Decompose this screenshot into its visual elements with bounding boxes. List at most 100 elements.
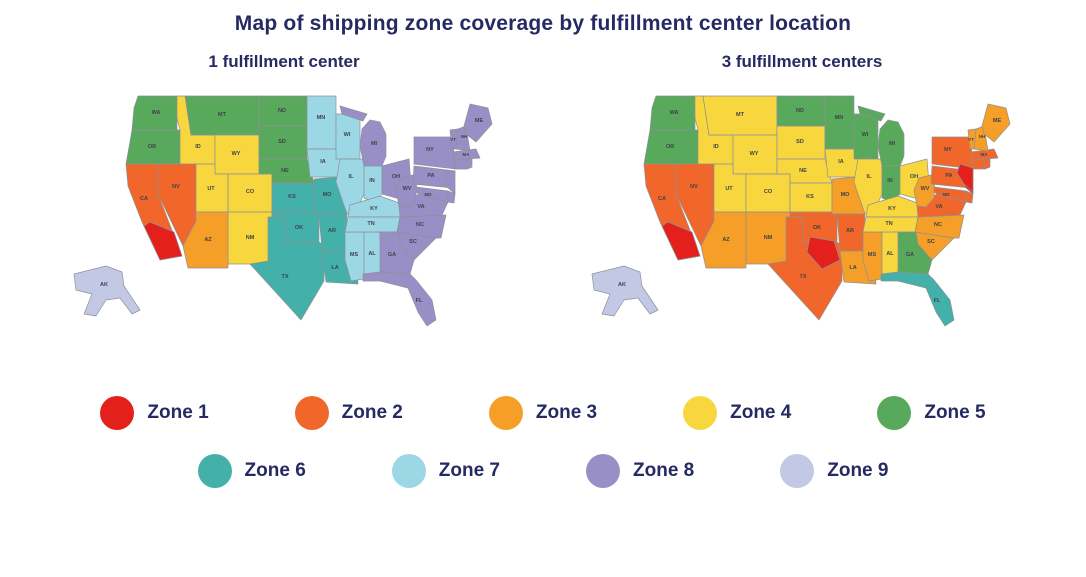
state-label-ga: GA <box>906 252 914 258</box>
state-mn <box>306 95 337 150</box>
zone-5-label: Zone 5 <box>924 402 986 423</box>
state-label-ca: CA <box>140 196 148 202</box>
state-az <box>182 211 229 269</box>
state-label-wy: WY <box>750 151 759 157</box>
zone1-area-ca_s <box>661 221 701 261</box>
state-label-ny: NY <box>944 147 952 153</box>
state-label-az: AZ <box>204 237 212 243</box>
zone-8-label: Zone 8 <box>633 460 695 481</box>
state-label-tx: TX <box>281 274 288 280</box>
zone-7-swatch <box>391 454 426 488</box>
page-title: Map of shipping zone coverage by fulfill… <box>234 12 852 35</box>
state-label-mn: MN <box>835 115 844 121</box>
map-block-1fc: 1 fulfillment center WA OR CA NV ID MT WY UT CO N… <box>49 52 519 374</box>
state-label-ok: OK <box>295 225 303 231</box>
state-label-al: AL <box>368 251 376 257</box>
state-label-nv: NV <box>172 184 180 190</box>
state-label-mt: MT <box>218 112 227 118</box>
state-ak <box>73 265 141 317</box>
map-block-3fc: 3 fulfillment centers WA OR CA NV ID MT WY UT CO… <box>567 52 1037 374</box>
zone-2-swatch <box>294 396 329 430</box>
us-map-1-fulfillment-center: WA OR CA NV ID MT WY UT CO NM AZ ND SD NE KS OK TX MN IA MO… <box>73 95 493 327</box>
state-label-wi: WI <box>344 132 351 138</box>
state-label-fl: FL <box>416 298 423 304</box>
state-label-ky: KY <box>888 206 896 212</box>
zone-3-swatch <box>488 396 523 430</box>
state-label-me: ME <box>475 118 484 124</box>
state-label-md: MD <box>425 192 433 197</box>
legend-item-zone-2: Zone 2 <box>294 396 403 430</box>
state-label-ma: MA <box>981 152 989 157</box>
state-label-tx: TX <box>799 274 806 280</box>
zone-4-label: Zone 4 <box>730 402 792 423</box>
zone1-area-ca_s <box>143 221 183 261</box>
state-fl <box>880 271 955 327</box>
state-label-ne: NE <box>281 168 289 174</box>
state-label-ca: CA <box>658 196 666 202</box>
state-label-wv: WV <box>921 186 930 192</box>
zone-1-swatch <box>100 396 135 430</box>
state-label-ma: MA <box>463 152 471 157</box>
us-map-3-fulfillment-centers: WA OR CA NV ID MT WY UT CO NM AZ ND SD NE KS OK TX MN IA MO… <box>591 95 1011 327</box>
map-1fc-subtitle: 1 fulfillment center <box>208 52 360 71</box>
state-label-in: IN <box>887 178 893 184</box>
state-label-ar: AR <box>846 228 854 234</box>
state-label-pa: PA <box>945 173 952 179</box>
legend-item-zone-9: Zone 9 <box>780 454 888 488</box>
state-label-nh: NH <box>461 134 468 139</box>
state-label-la: LA <box>331 265 338 271</box>
state-label-ia: IA <box>320 159 326 165</box>
state-label-sc: SC <box>409 239 417 245</box>
state-label-tn: TN <box>367 221 374 227</box>
state-de <box>965 190 974 204</box>
state-label-ms: MS <box>868 252 877 258</box>
state-label-or: OR <box>666 144 674 150</box>
zone-5-swatch <box>877 396 912 430</box>
state-md <box>415 186 449 203</box>
state-label-mi: MI <box>889 141 896 147</box>
state-label-al: AL <box>886 251 894 257</box>
state-label-ut: UT <box>207 186 215 192</box>
state-label-ok: OK <box>813 225 821 231</box>
state-label-nd: ND <box>278 108 286 114</box>
zone1-area-tx_c <box>806 236 841 270</box>
zone-9-label: Zone 9 <box>827 460 889 481</box>
state-label-ms: MS <box>350 252 359 258</box>
state-label-oh: OH <box>910 174 918 180</box>
state-label-ak: AK <box>618 282 626 288</box>
state-label-wi: WI <box>862 132 869 138</box>
state-label-ks: KS <box>288 194 296 200</box>
state-fl <box>362 271 437 327</box>
state-label-in: IN <box>369 178 375 184</box>
legend-item-zone-4: Zone 4 <box>683 396 791 430</box>
state-label-nv: NV <box>690 184 698 190</box>
state-label-fl: FL <box>934 298 941 304</box>
zone-1-label: Zone 1 <box>147 402 209 423</box>
state-label-md: MD <box>943 192 951 197</box>
state-label-sd: SD <box>278 139 286 145</box>
zone-6-label: Zone 6 <box>244 460 306 481</box>
zone1-area-nyc <box>956 163 974 193</box>
legend-item-zone-8: Zone 8 <box>586 454 694 488</box>
state-ct <box>453 158 468 170</box>
state-mi <box>339 105 368 122</box>
state-label-ak: AK <box>100 282 108 288</box>
state-label-id: ID <box>195 144 201 150</box>
state-label-va: VA <box>935 204 942 210</box>
state-label-id: ID <box>713 144 719 150</box>
state-label-nm: NM <box>764 235 773 241</box>
zone-8-swatch <box>586 454 620 488</box>
legend-item-zone-5: Zone 5 <box>877 396 986 430</box>
state-label-nc: NC <box>416 222 424 228</box>
legend-row-2: Zone 6 Zone 7 Zone 8 Zone 9 <box>0 454 1086 488</box>
state-label-or: OR <box>148 144 156 150</box>
state-md <box>933 186 967 203</box>
zone-2-label: Zone 2 <box>341 402 403 423</box>
state-label-nm: NM <box>246 235 255 241</box>
state-me <box>463 103 493 143</box>
state-label-mt: MT <box>736 112 745 118</box>
state-label-sd: SD <box>796 139 804 145</box>
zone-9-swatch <box>780 454 815 488</box>
state-label-wa: WA <box>152 110 161 116</box>
